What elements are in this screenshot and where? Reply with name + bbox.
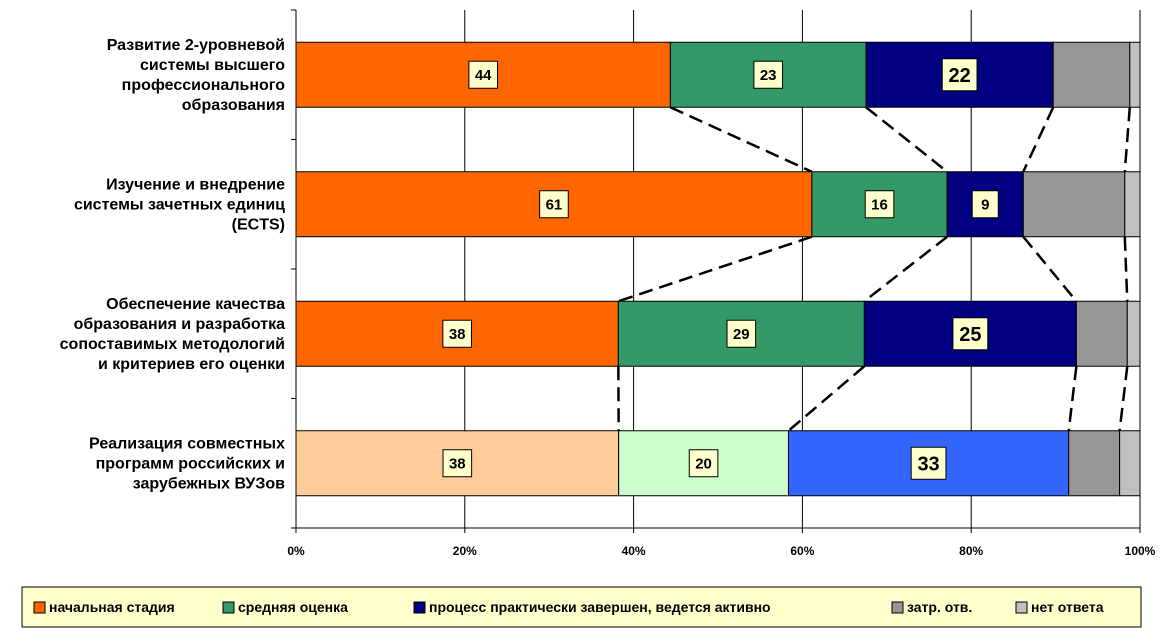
data-label-box xyxy=(971,190,999,219)
data-label: 38 xyxy=(449,456,466,473)
category-label-line: Развитие 2-уровневой xyxy=(107,37,285,54)
legend-entry: средняя оценка xyxy=(238,599,348,615)
x-tick-label: 100% xyxy=(1125,544,1156,558)
series-connector xyxy=(863,235,948,303)
data-label-box xyxy=(442,449,473,478)
data-label-box xyxy=(688,449,719,478)
data-label: 38 xyxy=(449,326,466,343)
data-label-box xyxy=(539,190,569,219)
data-label-box xyxy=(753,60,783,89)
data-label: 16 xyxy=(871,197,888,214)
legend-entry: затр. отв. xyxy=(907,599,972,615)
data-label: 29 xyxy=(733,326,750,343)
data-label-box xyxy=(952,317,989,351)
legend: начальная стадия средняя оценка процесс пр… xyxy=(21,586,1142,628)
data-label-box xyxy=(442,319,472,348)
series-connector xyxy=(1022,235,1078,303)
data-label: 44 xyxy=(475,67,492,84)
bar-segment xyxy=(1126,300,1141,367)
category-label: Реализация совместных программ российских… xyxy=(89,435,285,492)
category-label-line: и критериев его оценки xyxy=(98,356,285,373)
series-connector-lines xyxy=(617,106,1132,432)
series-connector xyxy=(1123,236,1129,302)
category-label-line: Реализация совместных xyxy=(89,435,285,452)
legend-entry: процесс практически завершен, ведется ак… xyxy=(429,599,771,615)
category-label-line: системы зачетных единиц xyxy=(74,196,285,213)
data-label: 22 xyxy=(949,65,971,87)
category-label-line: программ российских и xyxy=(96,455,285,472)
bar-segment xyxy=(1129,41,1141,108)
legend-box xyxy=(21,586,1142,628)
x-tick-label: 0% xyxy=(287,544,305,558)
bar-segment xyxy=(1052,41,1131,108)
category-label-line: (ECTS) xyxy=(232,216,285,233)
bar-segment xyxy=(1022,171,1126,238)
series-connector xyxy=(617,235,813,303)
legend-swatch xyxy=(891,601,904,614)
series-connector xyxy=(787,365,866,432)
category-label: Обеспечение качества образования и разраб… xyxy=(60,296,285,373)
category-labels: Развитие 2-уровневой системы высшего профе… xyxy=(60,37,286,493)
legend-swatch xyxy=(222,601,235,614)
x-tick-label: 40% xyxy=(622,544,646,558)
category-label: Развитие 2-уровневой системы высшего профе… xyxy=(107,37,286,114)
data-label-box xyxy=(864,190,895,219)
data-label: 25 xyxy=(959,324,981,346)
legend-swatch xyxy=(33,601,46,614)
category-label: Изучение и внедрение системы зачетных еди… xyxy=(74,176,285,233)
data-label: 20 xyxy=(695,456,712,473)
legend-entry: начальная стадия xyxy=(49,599,175,615)
x-tick-labels: 0% 20% 40% 60% 80% 100% xyxy=(287,544,1155,558)
data-label: 9 xyxy=(981,197,989,214)
x-tick-label: 60% xyxy=(790,544,814,558)
category-label-line: Обеспечение качества xyxy=(106,296,285,313)
category-label-line: зарубежных ВУЗов xyxy=(133,475,285,492)
category-label-line: Изучение и внедрение xyxy=(106,176,285,193)
category-label-line: сопоставимых методологий xyxy=(60,336,285,353)
x-tick-label: 80% xyxy=(959,544,983,558)
bars xyxy=(295,41,1141,497)
series-connector xyxy=(1118,366,1129,431)
data-label: 61 xyxy=(546,197,563,214)
category-label-line: образования и разработка xyxy=(74,316,286,333)
legend-swatch xyxy=(413,601,426,614)
series-connector xyxy=(1067,366,1078,431)
legend-entry: нет ответа xyxy=(1031,599,1104,615)
data-label: 23 xyxy=(760,67,777,84)
data-label-box xyxy=(910,446,947,480)
category-label-line: образования xyxy=(182,97,285,114)
data-label-box xyxy=(468,60,498,89)
bar-segment xyxy=(1075,300,1128,367)
legend-swatch xyxy=(1015,601,1028,614)
category-label-line: профессионального xyxy=(122,77,286,94)
data-label-box xyxy=(726,319,757,348)
data-label: 33 xyxy=(917,453,939,475)
series-connector xyxy=(865,106,948,173)
series-connector xyxy=(669,106,813,173)
x-tick-label: 20% xyxy=(453,544,477,558)
bar-segment xyxy=(1124,171,1141,238)
series-connector xyxy=(1123,107,1132,172)
category-label-line: системы высшего xyxy=(140,57,285,74)
series-connector xyxy=(1022,106,1055,173)
bar-segment xyxy=(1068,430,1121,497)
data-label-box xyxy=(941,58,978,92)
bar-segment xyxy=(1119,430,1141,497)
data-labels: 44 23 22 61 16 9 38 29 25 38 20 33 xyxy=(442,58,999,480)
axes xyxy=(291,9,1141,533)
